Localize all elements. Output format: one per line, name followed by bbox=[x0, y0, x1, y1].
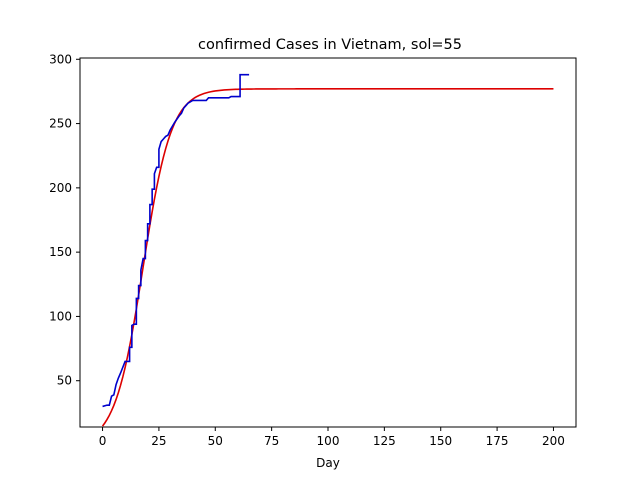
plot-frame bbox=[79, 57, 577, 428]
chart-title: confirmed Cases in Vietnam, sol=55 bbox=[198, 37, 462, 53]
x-tick-label: 0 bbox=[99, 434, 107, 448]
confirmed-cases-line bbox=[102, 73, 250, 408]
x-tick-label: 150 bbox=[429, 434, 452, 448]
x-tick-label: 50 bbox=[208, 434, 223, 448]
y-axis: 50 100 150 200 250 300 bbox=[49, 52, 80, 388]
y-tick-label: 100 bbox=[49, 309, 72, 323]
x-tick-label: 175 bbox=[486, 434, 509, 448]
x-tick-label: 75 bbox=[264, 434, 279, 448]
x-axis-label: Day bbox=[316, 456, 340, 470]
y-tick-label: 250 bbox=[49, 117, 72, 131]
x-axis: 0 25 50 75 100 125 150 175 200 bbox=[99, 427, 565, 448]
x-tick-label: 100 bbox=[317, 434, 340, 448]
y-tick-label: 200 bbox=[49, 181, 72, 195]
y-tick-label: 50 bbox=[57, 374, 72, 388]
x-tick-label: 125 bbox=[373, 434, 396, 448]
y-tick-label: 150 bbox=[49, 245, 72, 259]
series-layer bbox=[101, 73, 554, 427]
x-tick-label: 200 bbox=[542, 434, 565, 448]
x-tick-label: 25 bbox=[151, 434, 166, 448]
y-tick-label: 300 bbox=[49, 52, 72, 66]
fitted-curve-line bbox=[101, 88, 554, 427]
